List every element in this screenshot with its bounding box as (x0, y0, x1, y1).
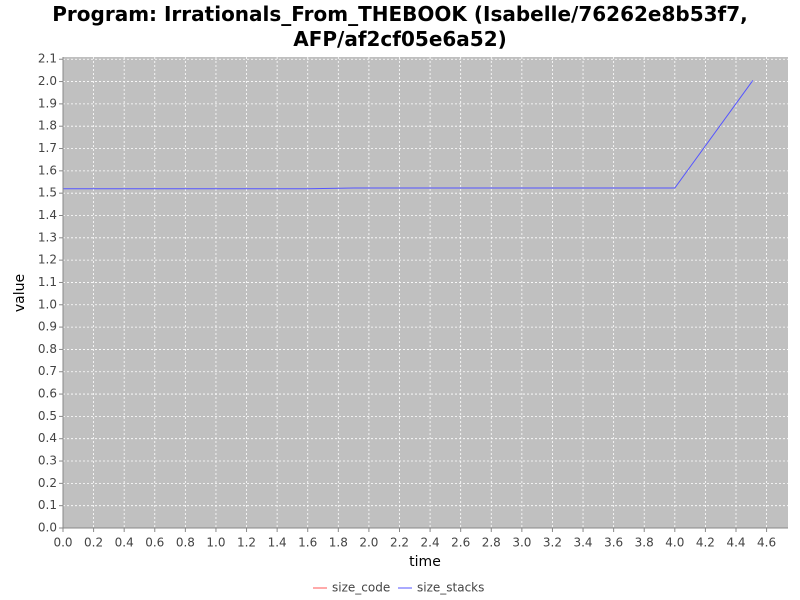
x-tick-label: 1.4 (268, 536, 287, 550)
x-tick-label: 4.2 (696, 536, 715, 550)
y-tick-label: 1.1 (38, 275, 57, 289)
x-tick-label: 3.2 (543, 536, 562, 550)
x-tick-label: 2.4 (421, 536, 440, 550)
y-tick-label: 1.4 (38, 208, 57, 222)
x-tick-label: 0.2 (84, 536, 103, 550)
x-tick-label: 0.4 (115, 536, 134, 550)
x-tick-label: 2.6 (451, 536, 470, 550)
y-tick-label: 2.0 (38, 74, 57, 88)
x-tick-label: 1.0 (206, 536, 225, 550)
y-tick-label: 1.7 (38, 141, 57, 155)
x-tick-label: 0.0 (53, 536, 72, 550)
y-axis-label: value (12, 274, 28, 312)
x-tick-label: 3.4 (573, 536, 592, 550)
y-tick-label: 0.6 (38, 387, 57, 401)
x-axis-label: time (409, 554, 441, 570)
x-tick-label: 4.0 (665, 536, 684, 550)
x-tick-label: 1.6 (298, 536, 317, 550)
x-tick-label: 1.8 (329, 536, 348, 550)
y-tick-label: 0.0 (38, 521, 57, 535)
x-tick-label: 3.8 (635, 536, 654, 550)
x-tick-label: 0.8 (176, 536, 195, 550)
y-tick-label: 0.9 (38, 320, 57, 334)
x-tick-label: 2.0 (359, 536, 378, 550)
x-tick-label: 0.6 (145, 536, 164, 550)
y-tick-label: 0.7 (38, 364, 57, 378)
y-tick-label: 0.1 (38, 498, 57, 512)
y-tick-label: 0.8 (38, 342, 57, 356)
y-tick-label: 0.5 (38, 409, 57, 423)
y-tick-label: 1.9 (38, 96, 57, 110)
series-line (63, 80, 754, 190)
y-tick-label: 0.2 (38, 476, 57, 490)
y-tick-label: 0.4 (38, 431, 57, 445)
y-tick-label: 1.2 (38, 253, 57, 267)
y-tick-label: 1.3 (38, 230, 57, 244)
y-tick-label: 1.8 (38, 119, 57, 133)
legend-label: size_stacks (417, 581, 484, 595)
y-tick-label: 1.6 (38, 163, 57, 177)
x-tick-label: 3.6 (604, 536, 623, 550)
x-tick-label: 2.8 (482, 536, 501, 550)
x-tick-label: 2.2 (390, 536, 409, 550)
y-tick-label: 0.3 (38, 454, 57, 468)
y-tick-label: 1.5 (38, 186, 57, 200)
chart-title: Program: Irrationals_From_THEBOOK (Isabe… (52, 2, 748, 51)
x-tick-label: 3.0 (512, 536, 531, 550)
x-tick-label: 4.4 (726, 536, 745, 550)
x-tick-label: 4.6 (757, 536, 776, 550)
y-tick-label: 1.0 (38, 297, 57, 311)
plot-area (63, 57, 788, 528)
legend-label: size_code (332, 581, 390, 595)
x-tick-label: 1.2 (237, 536, 256, 550)
y-tick-label: 2.1 (38, 52, 57, 66)
